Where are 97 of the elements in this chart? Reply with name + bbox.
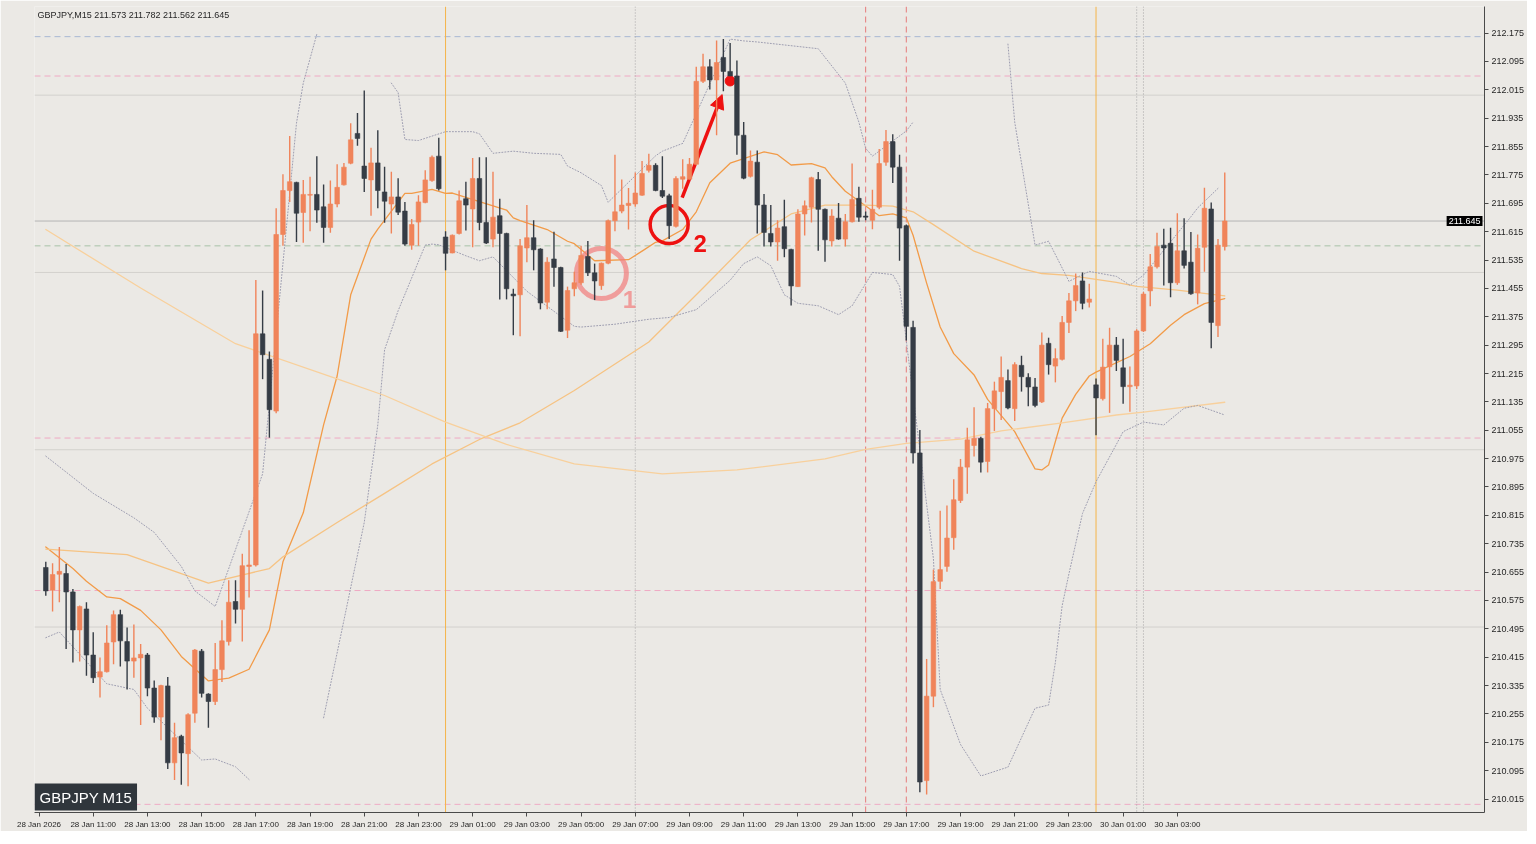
candlestick bbox=[883, 129, 889, 167]
y-tick-label: 210.735 bbox=[1491, 538, 1525, 549]
x-tick-label: 29 Jan 15:00 bbox=[828, 819, 876, 829]
y-tick-label: 211.375 bbox=[1491, 311, 1524, 322]
candlestick bbox=[56, 546, 62, 603]
x-tick-label: 29 Jan 05:00 bbox=[557, 819, 605, 829]
candlestick bbox=[713, 39, 720, 136]
candlestick bbox=[354, 112, 361, 147]
candlestick bbox=[381, 166, 388, 224]
y-tick-label: 210.175 bbox=[1491, 737, 1525, 748]
x-tick-label: 29 Jan 11:00 bbox=[720, 819, 768, 829]
candlestick bbox=[43, 561, 49, 597]
y-tick-label: 210.655 bbox=[1491, 567, 1525, 578]
x-tick-label: 29 Jan 07:00 bbox=[612, 819, 659, 829]
y-tick-label: 210.815 bbox=[1491, 510, 1525, 521]
candlestick bbox=[232, 579, 239, 625]
candlestick bbox=[442, 230, 449, 272]
x-tick-label: 28 Jan 15:00 bbox=[178, 819, 226, 829]
candlestick bbox=[1018, 355, 1025, 393]
candlestick bbox=[361, 89, 367, 193]
candlestick bbox=[409, 218, 415, 251]
candlestick bbox=[1113, 336, 1119, 372]
candlestick bbox=[1079, 271, 1086, 311]
candlestick bbox=[490, 171, 496, 248]
candlestick bbox=[348, 122, 354, 165]
y-tick-label: 210.415 bbox=[1491, 652, 1525, 663]
x-tick-label: 28 Jan 19:00 bbox=[286, 819, 334, 829]
candlestick bbox=[747, 149, 754, 179]
x-tick-label: 29 Jan 23:00 bbox=[1045, 819, 1093, 829]
candlestick bbox=[205, 692, 212, 729]
y-tick-label: 210.255 bbox=[1491, 708, 1525, 719]
y-tick-label: 210.575 bbox=[1491, 595, 1525, 606]
x-tick-label: 29 Jan 19:00 bbox=[937, 819, 985, 829]
x-tick-label: 28 Jan 13:00 bbox=[124, 819, 172, 829]
y-tick-label: 210.095 bbox=[1491, 765, 1525, 776]
y-tick-label: 211.295 bbox=[1491, 340, 1524, 351]
ref-line-label: 211.645 bbox=[1448, 216, 1481, 227]
x-tick-label: 28 Jan 11:00 bbox=[70, 819, 117, 829]
candlestick bbox=[463, 180, 469, 232]
line-series bbox=[45, 228, 1226, 475]
y-tick-label: 211.055 bbox=[1491, 425, 1524, 436]
y-tick-label: 212.095 bbox=[1491, 56, 1525, 67]
candlestick bbox=[835, 202, 842, 241]
x-tick-label: 29 Jan 13:00 bbox=[774, 819, 822, 829]
y-tick-label: 211.615 bbox=[1491, 226, 1524, 237]
candlestick bbox=[978, 435, 984, 474]
candlestick bbox=[869, 189, 876, 230]
y-tick-label: 210.495 bbox=[1491, 623, 1525, 634]
y-tick-label: 211.855 bbox=[1491, 141, 1524, 152]
candlestick bbox=[260, 289, 266, 380]
y-tick-label: 211.455 bbox=[1491, 283, 1524, 294]
candlestick bbox=[781, 199, 787, 258]
x-tick-label: 30 Jan 01:00 bbox=[1100, 819, 1147, 829]
x-tick-label: 29 Jan 17:00 bbox=[883, 819, 930, 829]
y-tick-label: 211.135 bbox=[1491, 396, 1524, 407]
candlestick bbox=[707, 58, 713, 91]
y-tick-label: 211.695 bbox=[1491, 198, 1524, 209]
candlestick bbox=[49, 562, 56, 613]
y-tick-label: 212.015 bbox=[1491, 84, 1525, 95]
candlestick bbox=[77, 604, 83, 663]
candlestick bbox=[178, 734, 184, 786]
x-tick-label: 28 Jan 21:00 bbox=[341, 819, 388, 829]
candlestick bbox=[1045, 336, 1052, 376]
y-tick-label: 212.175 bbox=[1491, 28, 1525, 39]
candlestick bbox=[1120, 338, 1126, 405]
annotation: 2 bbox=[693, 230, 707, 258]
candlestick bbox=[388, 171, 394, 235]
x-tick-label: 29 Jan 03:00 bbox=[503, 819, 551, 829]
x-tick-label: 29 Jan 01:00 bbox=[449, 819, 497, 829]
candlestick bbox=[510, 288, 516, 336]
candlestick bbox=[1106, 327, 1113, 414]
x-tick-label: 29 Jan 09:00 bbox=[666, 819, 714, 829]
line-series bbox=[45, 151, 1226, 682]
candlestick bbox=[341, 162, 347, 187]
chart-title: GBPJPY,M15 211.573 211.782 211.562 211.645 bbox=[37, 9, 230, 20]
x-tick-label: 28 Jan 17:00 bbox=[232, 819, 280, 829]
line-series bbox=[45, 204, 1226, 584]
x-tick-label: 28 Jan 23:00 bbox=[395, 819, 443, 829]
y-tick-label: 210.335 bbox=[1491, 680, 1525, 691]
y-tick-label: 211.535 bbox=[1491, 255, 1524, 266]
x-tick-label: 28 Jan 2026 bbox=[17, 819, 62, 829]
y-tick-label: 211.935 bbox=[1491, 113, 1524, 124]
candlestick bbox=[368, 146, 374, 217]
y-tick-label: 210.895 bbox=[1491, 481, 1525, 492]
x-tick-label: 30 Jan 03:00 bbox=[1154, 819, 1202, 829]
annotation: 1 bbox=[622, 286, 637, 314]
x-tick-label: 29 Jan 21:00 bbox=[991, 819, 1039, 829]
y-tick-label: 210.015 bbox=[1491, 794, 1525, 805]
annotation: GBPJPY M15 bbox=[39, 788, 132, 806]
candlestick bbox=[774, 219, 781, 262]
y-tick-label: 210.975 bbox=[1491, 453, 1525, 464]
candlestick bbox=[1093, 377, 1099, 436]
candlestick bbox=[1086, 283, 1092, 309]
candlestick bbox=[646, 152, 652, 174]
y-tick-label: 211.215 bbox=[1491, 368, 1524, 379]
y-tick-label: 211.775 bbox=[1491, 169, 1524, 180]
candlestick bbox=[768, 204, 774, 248]
